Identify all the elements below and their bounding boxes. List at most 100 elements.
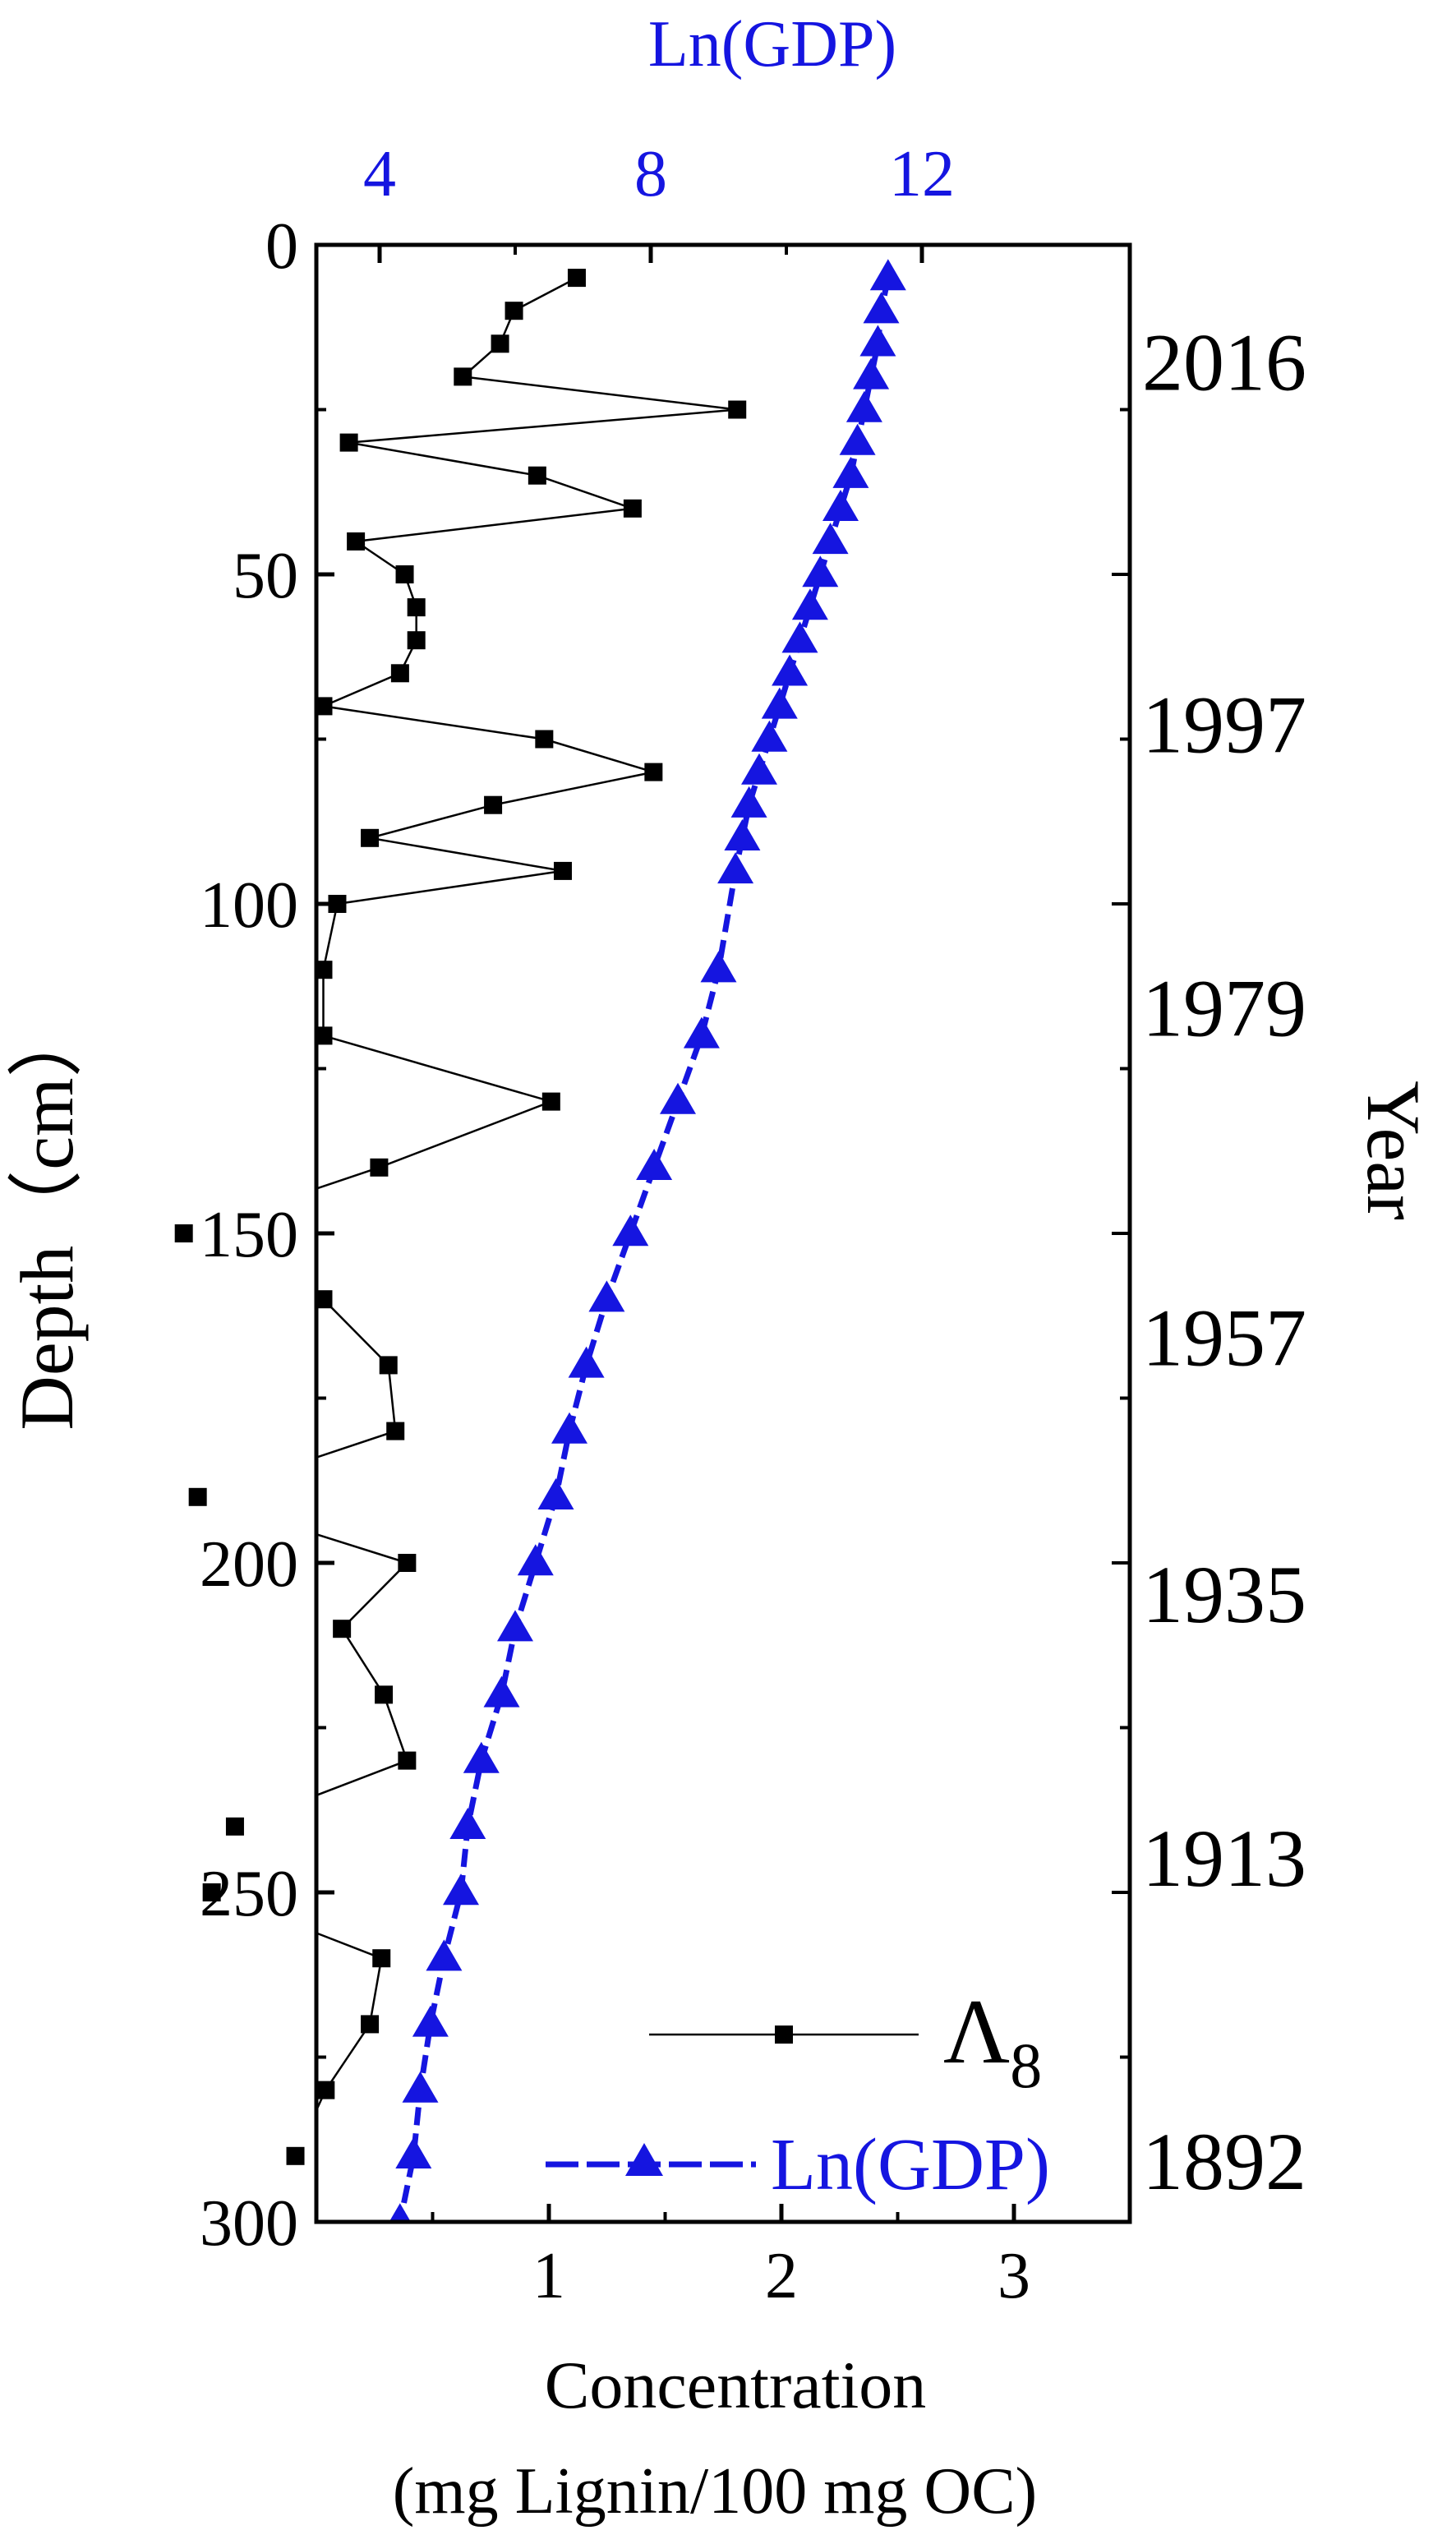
bottom-tick-label: 2: [765, 2240, 798, 2312]
lngdp-point: [389, 2203, 412, 2222]
lambda8-point: [314, 1026, 333, 1045]
lngdp-point: [791, 588, 828, 620]
lngdp-point: [517, 1544, 554, 1576]
lambda8-point: [454, 367, 472, 386]
lambda8-point: [370, 1158, 389, 1177]
lambda8-point: [314, 961, 333, 979]
year-label: 1997: [1142, 679, 1306, 770]
legend-lambda8-subscript: 8: [1010, 2030, 1042, 2101]
lngdp-point: [772, 654, 809, 686]
year-label: 2016: [1142, 316, 1306, 408]
lngdp-point: [395, 2137, 432, 2168]
lngdp-point: [812, 523, 849, 555]
depth-tick-label: 300: [200, 2187, 298, 2260]
lngdp-point: [741, 753, 777, 785]
bottom-axis-title: Concentration: [545, 2348, 927, 2422]
lngdp-point: [537, 1478, 574, 1509]
left-axis-title: Depth（cm）: [5, 1002, 89, 1430]
lambda8-point: [535, 730, 554, 749]
legend-lambda8-symbol: Λ: [943, 1981, 1010, 2083]
depth-tick-label: 150: [200, 1199, 298, 1271]
lambda8-point: [407, 598, 426, 617]
legend-lngdp-label: Ln(GDP): [771, 2124, 1050, 2205]
bottom-tick-label: 3: [998, 2240, 1030, 2312]
lngdp-point: [483, 1675, 520, 1708]
year-label: 1892: [1142, 2116, 1306, 2207]
lambda8-point: [386, 1422, 405, 1440]
depth-tick-label: 250: [200, 1858, 298, 1930]
lngdp-point: [700, 951, 737, 983]
bottom-tick-label: 1: [532, 2240, 565, 2312]
lngdp-point: [730, 786, 767, 818]
lambda8-point: [484, 795, 503, 814]
year-label: 1979: [1142, 962, 1306, 1053]
lambda8-point: [491, 334, 509, 353]
lngdp-point: [497, 1610, 533, 1642]
lngdp-point: [426, 1939, 463, 1971]
lngdp-point: [863, 292, 900, 324]
lambda8-point: [174, 1224, 193, 1242]
legend-lngdp-marker: [625, 2143, 663, 2176]
year-label: 1913: [1142, 1813, 1306, 1904]
lambda8-point: [379, 1356, 398, 1375]
lambda8-point: [390, 664, 409, 683]
lngdp-point: [802, 555, 839, 588]
lngdp-point: [751, 720, 788, 752]
lngdp-point: [551, 1412, 587, 1444]
top-tick-label: 12: [889, 138, 955, 210]
top-axis-title: Ln(GDP): [648, 8, 896, 81]
lambda8-point: [567, 269, 586, 288]
lngdp-point: [636, 1149, 673, 1180]
lngdp-point: [869, 259, 906, 291]
lambda8-point: [314, 697, 333, 716]
lngdp-point: [822, 490, 859, 521]
right-axis-title: Year: [1352, 1081, 1435, 1220]
lambda8-point: [286, 2146, 305, 2165]
lambda8-point: [225, 1817, 244, 1836]
lambda8-point: [333, 1620, 352, 1638]
lngdp-point: [839, 423, 876, 455]
lngdp-point: [683, 1016, 720, 1048]
lambda8-point: [188, 1487, 207, 1506]
lambda8-point: [505, 302, 523, 320]
lngdp-point: [832, 456, 869, 488]
top-tick-label: 4: [363, 138, 396, 210]
lngdp-point: [588, 1280, 625, 1312]
depth-tick-label: 100: [200, 869, 298, 942]
lambda8-point: [407, 631, 426, 650]
lngdp-point: [724, 819, 761, 850]
depth-tick-label: 50: [233, 540, 298, 612]
depth-tick-label: 0: [265, 210, 298, 283]
lambda8-point: [361, 828, 380, 847]
lambda8-point: [398, 1751, 417, 1770]
lambda8-point: [328, 895, 347, 913]
lngdp-point: [612, 1214, 649, 1247]
lngdp-point: [717, 852, 754, 884]
lambda8-point: [314, 1290, 333, 1309]
lambda8-point: [623, 499, 642, 518]
series-layer: [174, 259, 906, 2222]
lngdp-point: [402, 2071, 439, 2103]
lambda8-point: [316, 2081, 335, 2099]
lngdp-point: [781, 621, 818, 653]
lngdp-point: [449, 1808, 486, 1839]
top-tick-label: 8: [634, 138, 667, 210]
legend-lambda8-marker: [775, 2026, 793, 2044]
legend: Λ8 Ln(GDP): [546, 1981, 1050, 2205]
lngdp-point: [443, 1873, 479, 1906]
lambda8-point: [339, 433, 358, 452]
lngdp-point: [660, 1082, 696, 1114]
depth-tick-label: 200: [200, 1528, 298, 1601]
lngdp-point: [568, 1346, 605, 1378]
lambda8-point: [541, 1092, 560, 1111]
lngdp-point: [859, 325, 896, 357]
lngdp-point: [853, 357, 890, 389]
lambda8-point: [644, 763, 663, 781]
legend-lambda8-label: Λ8: [943, 1981, 1042, 2101]
year-label: 1935: [1142, 1549, 1306, 1640]
lambda8-point: [553, 861, 572, 880]
year-label: 1957: [1142, 1292, 1306, 1383]
lambda8-point: [375, 1685, 394, 1704]
bottom-axis-subtitle: (mg Lignin/100 mg OC): [393, 2455, 1037, 2528]
